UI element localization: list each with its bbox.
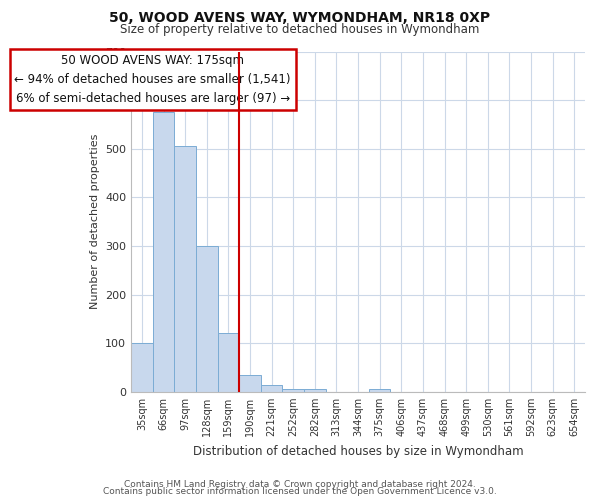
Bar: [261, 384, 283, 392]
X-axis label: Distribution of detached houses by size in Wymondham: Distribution of detached houses by size …: [193, 444, 523, 458]
Bar: [304, 390, 326, 392]
Bar: [131, 343, 153, 392]
Bar: [153, 112, 175, 392]
Bar: [239, 375, 261, 392]
Bar: [369, 390, 391, 392]
Bar: [196, 246, 218, 392]
Bar: [218, 334, 239, 392]
Text: Size of property relative to detached houses in Wymondham: Size of property relative to detached ho…: [121, 22, 479, 36]
Bar: [283, 390, 304, 392]
Y-axis label: Number of detached properties: Number of detached properties: [89, 134, 100, 310]
Text: Contains public sector information licensed under the Open Government Licence v3: Contains public sector information licen…: [103, 487, 497, 496]
Text: 50, WOOD AVENS WAY, WYMONDHAM, NR18 0XP: 50, WOOD AVENS WAY, WYMONDHAM, NR18 0XP: [109, 11, 491, 25]
Text: 50 WOOD AVENS WAY: 175sqm
← 94% of detached houses are smaller (1,541)
6% of sem: 50 WOOD AVENS WAY: 175sqm ← 94% of detac…: [14, 54, 291, 105]
Text: Contains HM Land Registry data © Crown copyright and database right 2024.: Contains HM Land Registry data © Crown c…: [124, 480, 476, 489]
Bar: [175, 146, 196, 392]
